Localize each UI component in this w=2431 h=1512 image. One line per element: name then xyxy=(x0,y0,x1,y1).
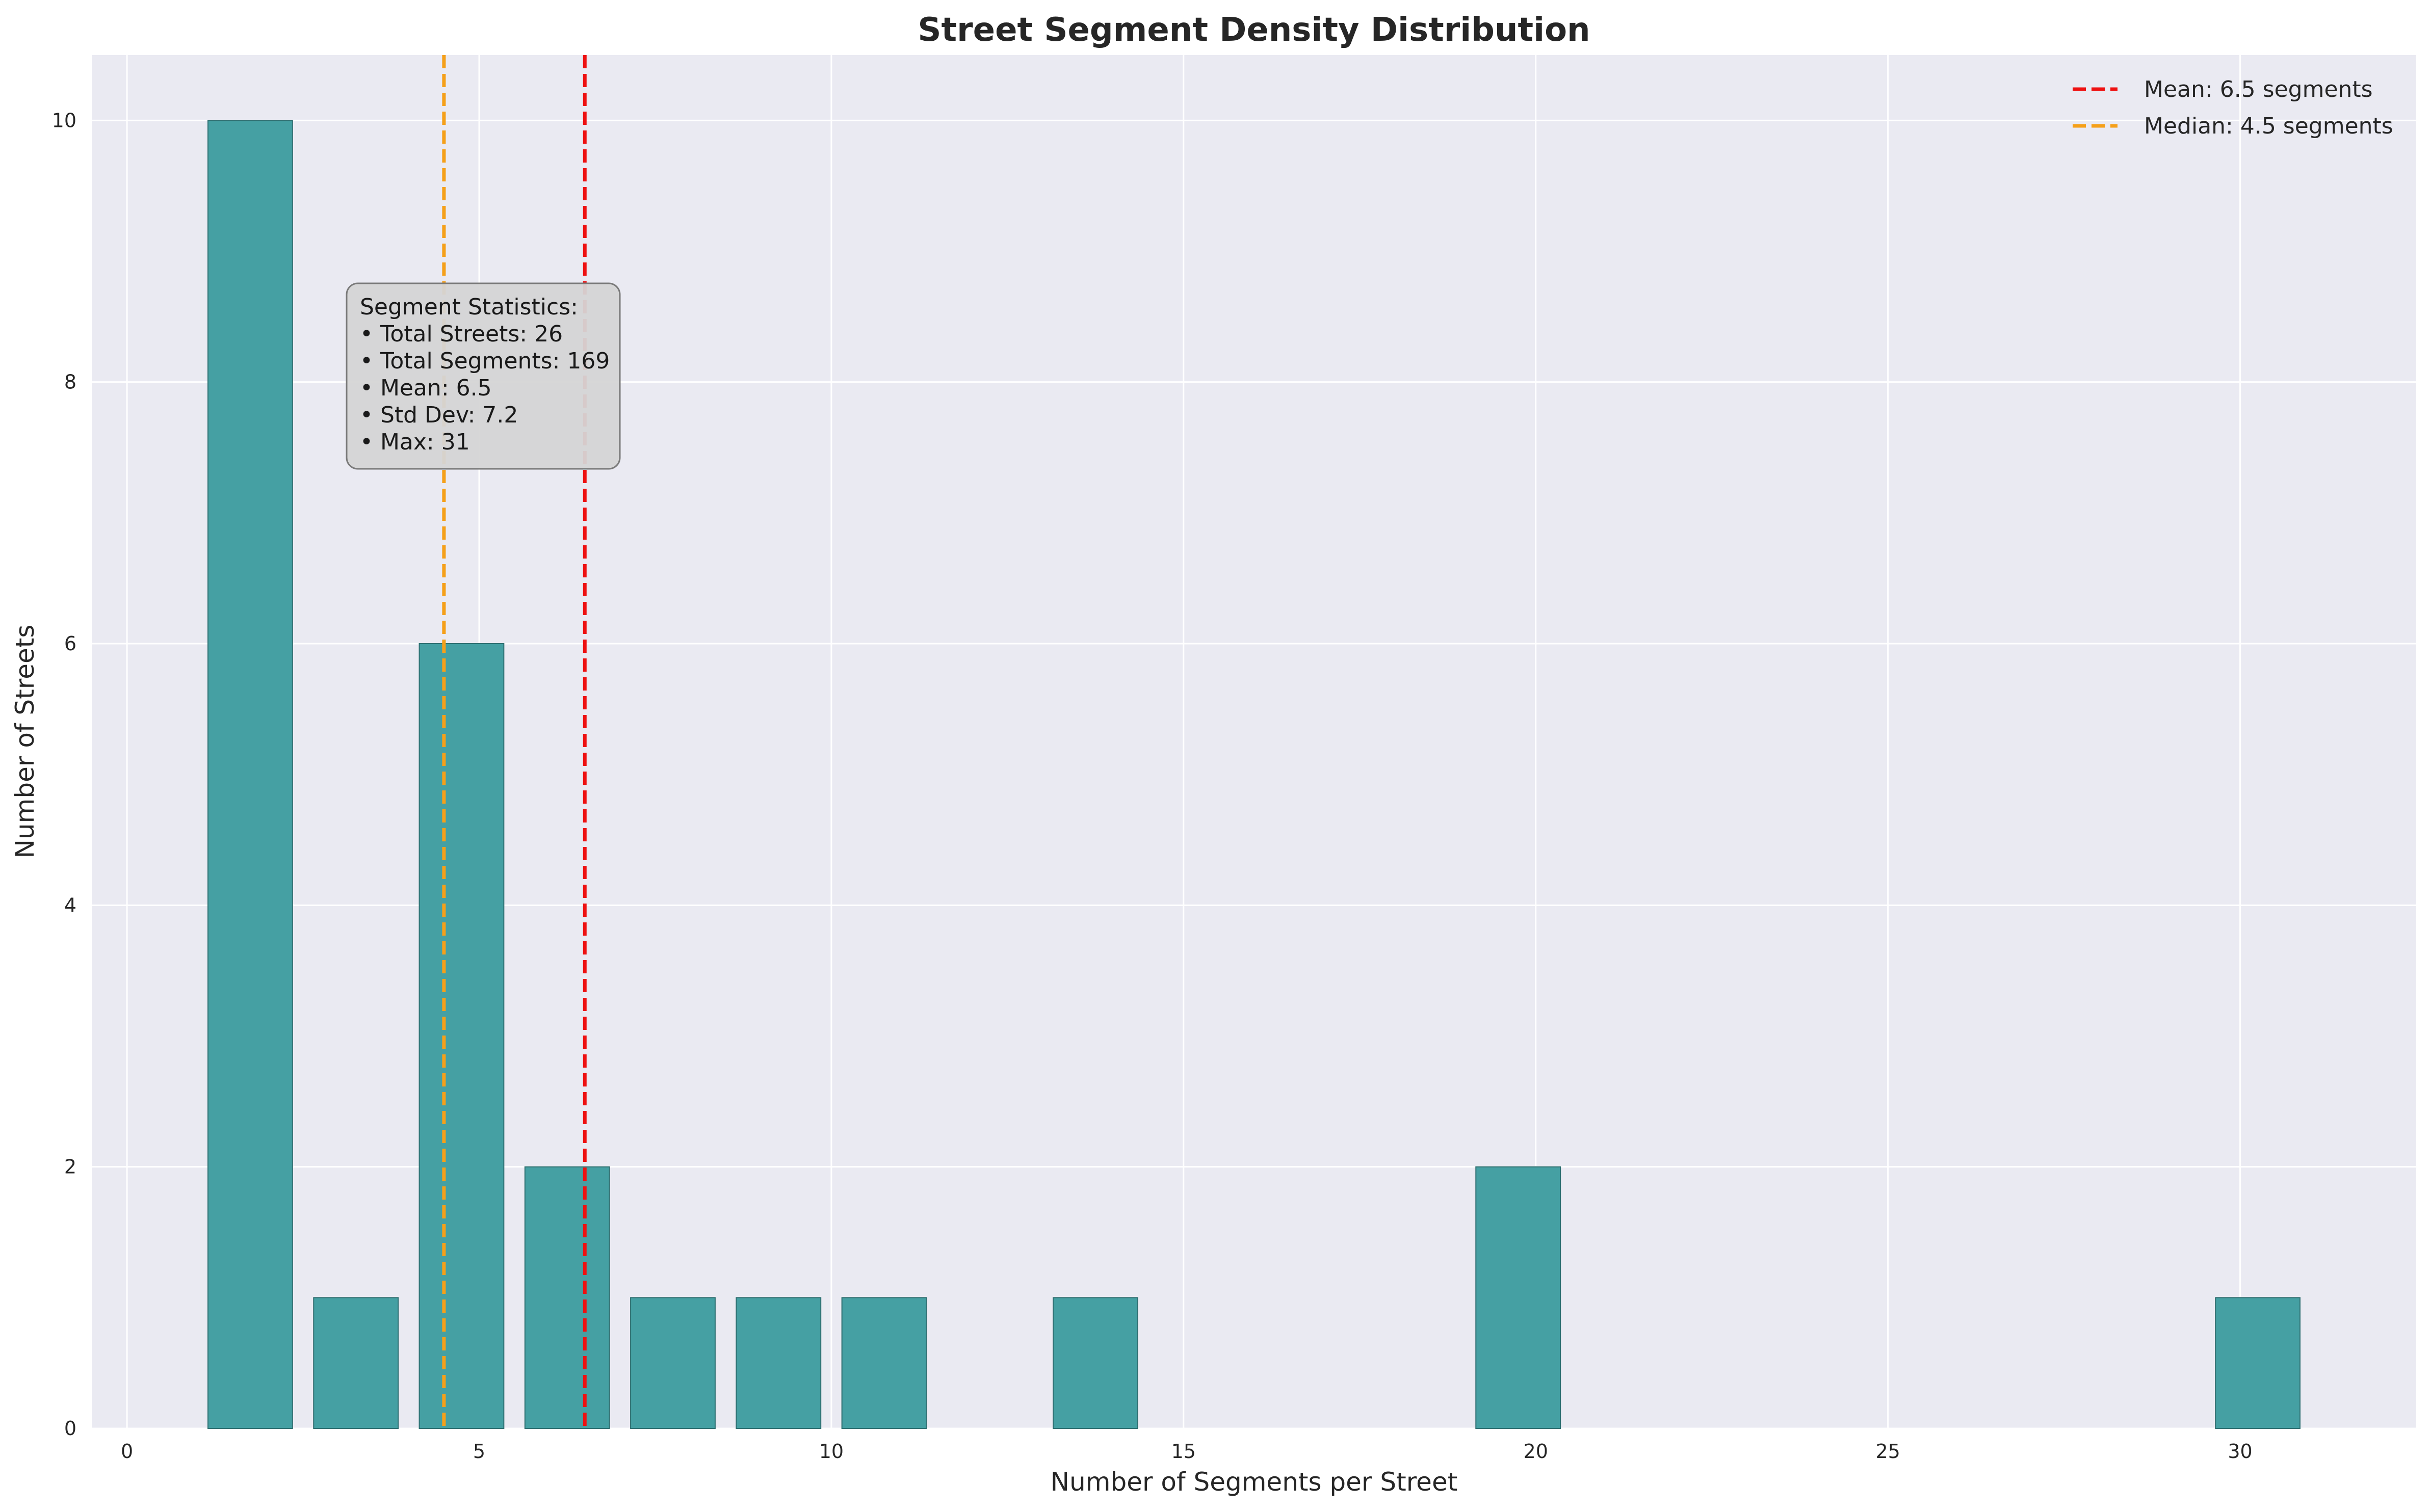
histogram-bar xyxy=(2215,1297,2301,1429)
bars xyxy=(207,120,2301,1429)
histogram-bar xyxy=(524,1166,610,1429)
histogram-bar xyxy=(736,1297,822,1429)
stats-line: • Mean: 6.5 xyxy=(360,375,492,401)
legend-label: Median: 4.5 segments xyxy=(2144,113,2393,139)
y-tick-label: 10 xyxy=(52,109,76,131)
stats-line: • Max: 31 xyxy=(360,429,470,455)
x-tick-label: 15 xyxy=(1171,1440,1196,1463)
x-tick-label: 30 xyxy=(2228,1440,2252,1463)
stats-box xyxy=(346,282,621,470)
x-tick-label: 10 xyxy=(819,1440,844,1463)
histogram-bar xyxy=(841,1297,927,1429)
y-tick-label: 6 xyxy=(64,632,76,655)
x-tick-label: 20 xyxy=(1524,1440,1548,1463)
y-tick-label: 0 xyxy=(64,1417,76,1440)
x-tick-label: 25 xyxy=(1875,1440,1900,1463)
y-axis-label: Number of Streets xyxy=(10,625,40,859)
y-tick-label: 2 xyxy=(64,1156,76,1178)
histogram-bar xyxy=(1053,1297,1139,1429)
legend-label: Mean: 6.5 segments xyxy=(2144,76,2373,102)
y-tick-label: 4 xyxy=(64,894,76,916)
y-tick-label: 8 xyxy=(64,371,76,393)
stats-line: • Std Dev: 7.2 xyxy=(360,402,518,428)
histogram-bar xyxy=(419,643,505,1429)
grid xyxy=(92,55,2416,1429)
x-axis-label: Number of Segments per Street xyxy=(1051,1467,1458,1497)
chart-title: Street Segment Density Distribution xyxy=(918,11,1590,49)
x-tick-labels: 0 5 10 15 20 25 30 xyxy=(121,1440,2253,1463)
stats-line: • Total Segments: 169 xyxy=(360,348,610,374)
y-tick-labels: 0 2 4 6 8 10 xyxy=(52,109,76,1440)
x-tick-label: 0 xyxy=(121,1440,133,1463)
histogram-bar xyxy=(1475,1166,1561,1429)
stats-line: • Total Streets: 26 xyxy=(360,321,563,347)
histogram-bar xyxy=(207,120,293,1429)
stats-line: Segment Statistics: xyxy=(360,294,578,320)
x-tick-label: 5 xyxy=(473,1440,485,1463)
histogram-bar xyxy=(630,1297,716,1429)
histogram-bar xyxy=(313,1297,399,1429)
legend: Mean: 6.5 segments Median: 4.5 segments xyxy=(2073,76,2393,139)
stats-annotation: Segment Statistics:• Total Streets: 26• … xyxy=(346,282,621,470)
